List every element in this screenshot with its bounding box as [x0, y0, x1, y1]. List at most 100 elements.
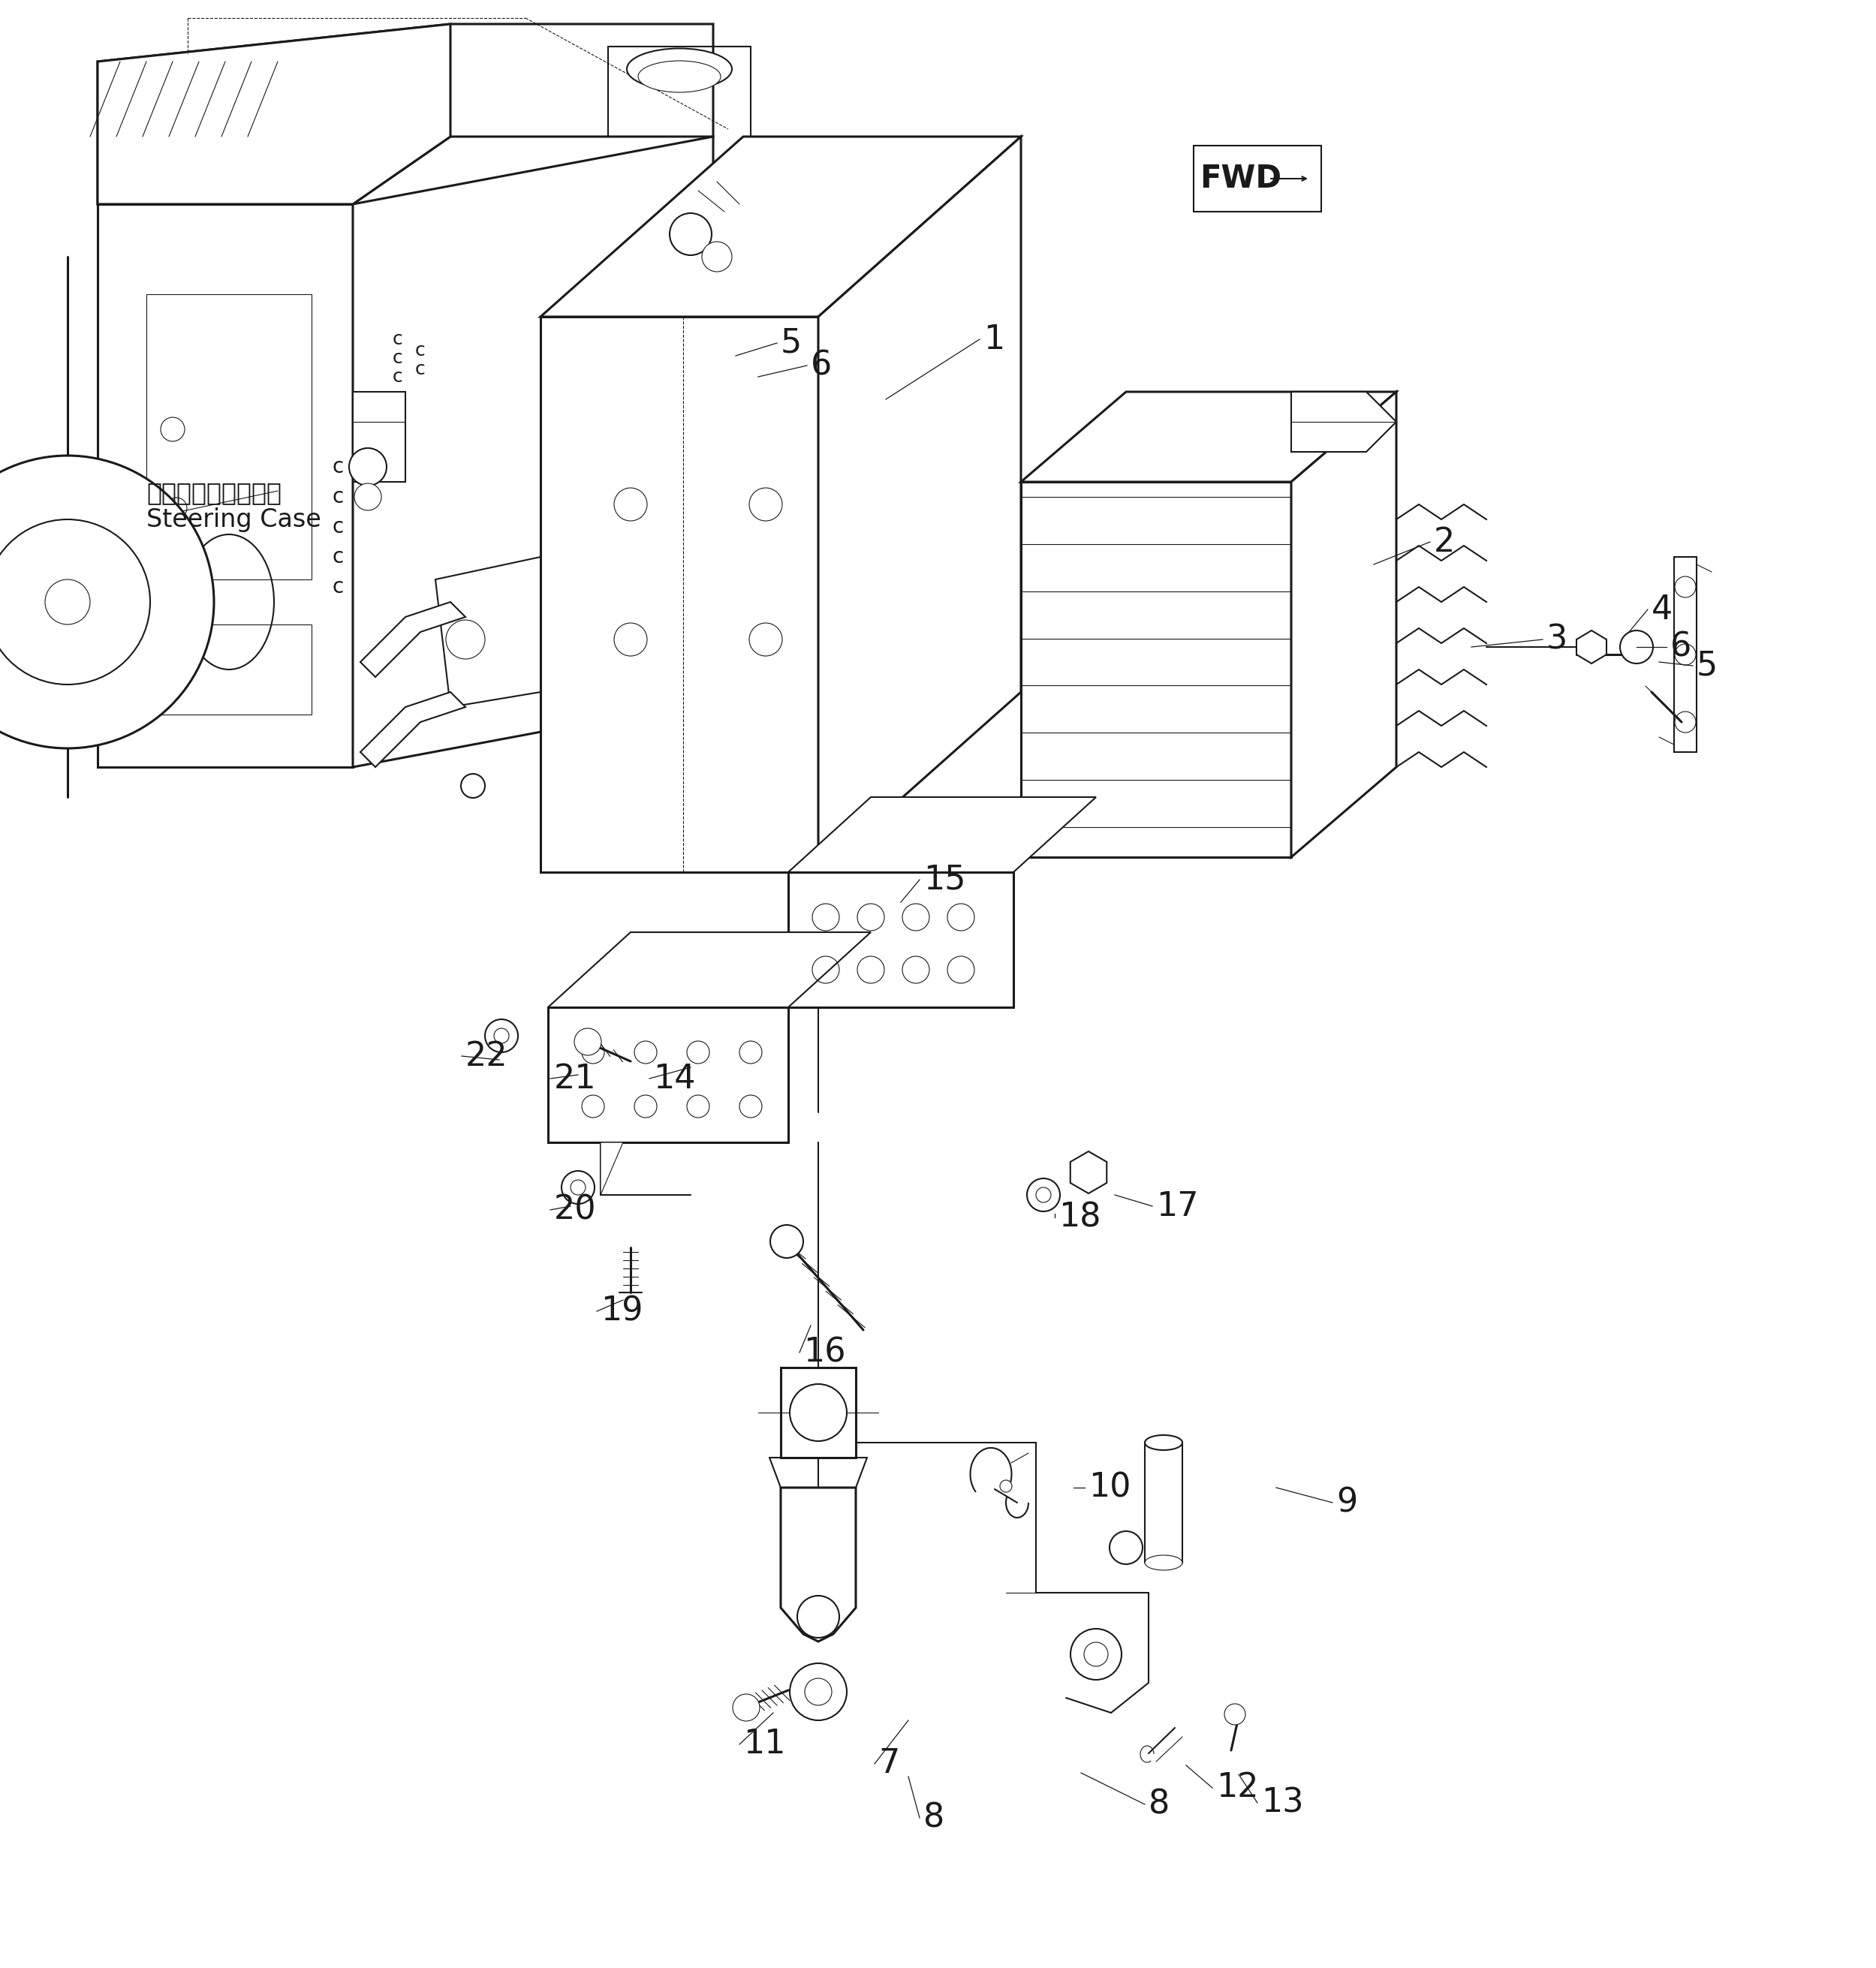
- Text: 7: 7: [878, 1748, 899, 1779]
- Polygon shape: [98, 205, 353, 768]
- Polygon shape: [548, 1008, 788, 1141]
- Circle shape: [771, 1224, 803, 1258]
- Circle shape: [1621, 630, 1653, 663]
- Circle shape: [0, 457, 214, 748]
- Circle shape: [446, 620, 486, 659]
- Text: 16: 16: [803, 1336, 846, 1368]
- Circle shape: [486, 1019, 518, 1053]
- Text: c: c: [415, 342, 426, 360]
- Text: 20: 20: [553, 1195, 597, 1226]
- Polygon shape: [1291, 392, 1396, 858]
- Text: 8: 8: [923, 1803, 946, 1834]
- Text: c: c: [392, 348, 403, 366]
- Text: 4: 4: [1651, 592, 1673, 626]
- Text: FWD: FWD: [1199, 163, 1281, 195]
- Circle shape: [734, 1694, 760, 1722]
- Circle shape: [45, 579, 90, 624]
- Text: c: c: [332, 547, 343, 567]
- Circle shape: [670, 213, 711, 256]
- Polygon shape: [788, 797, 1096, 872]
- Polygon shape: [1576, 630, 1606, 663]
- Text: 5: 5: [780, 327, 801, 358]
- Polygon shape: [780, 1488, 855, 1641]
- Polygon shape: [1021, 482, 1291, 858]
- Circle shape: [355, 484, 381, 510]
- Bar: [1193, 146, 1321, 213]
- Ellipse shape: [627, 49, 732, 91]
- Text: c: c: [332, 577, 343, 598]
- Circle shape: [1225, 1704, 1246, 1724]
- Text: 10: 10: [1088, 1472, 1131, 1504]
- Text: 1: 1: [983, 323, 1006, 356]
- Text: 11: 11: [743, 1728, 786, 1761]
- Circle shape: [797, 1596, 839, 1637]
- Polygon shape: [1071, 1151, 1107, 1193]
- Text: 17: 17: [1156, 1191, 1199, 1222]
- Text: c: c: [415, 360, 426, 378]
- Polygon shape: [64, 496, 79, 522]
- Circle shape: [461, 773, 486, 797]
- Text: c: c: [332, 516, 343, 537]
- Text: 12: 12: [1216, 1771, 1259, 1805]
- Bar: [146, 295, 311, 579]
- Circle shape: [1026, 1179, 1060, 1212]
- Polygon shape: [435, 557, 540, 707]
- Polygon shape: [353, 136, 713, 768]
- Text: 8: 8: [1148, 1789, 1171, 1820]
- Circle shape: [790, 1384, 846, 1441]
- Text: 21: 21: [553, 1063, 597, 1094]
- Circle shape: [1036, 1187, 1051, 1202]
- Polygon shape: [540, 317, 818, 872]
- Ellipse shape: [1144, 1555, 1182, 1570]
- Polygon shape: [1673, 557, 1696, 752]
- Text: 2: 2: [1433, 525, 1456, 559]
- Text: 3: 3: [1546, 624, 1568, 655]
- Text: 9: 9: [1336, 1486, 1358, 1519]
- Text: c: c: [392, 368, 403, 386]
- Text: c: c: [392, 331, 403, 348]
- Polygon shape: [98, 24, 713, 205]
- Circle shape: [702, 242, 732, 272]
- Polygon shape: [98, 24, 450, 205]
- Circle shape: [1084, 1641, 1109, 1667]
- Polygon shape: [360, 693, 465, 768]
- Text: c: c: [332, 457, 343, 478]
- Text: 22: 22: [465, 1039, 508, 1073]
- Polygon shape: [600, 1141, 623, 1195]
- Polygon shape: [360, 602, 465, 677]
- Polygon shape: [818, 136, 1021, 872]
- Text: 6: 6: [810, 350, 831, 382]
- Text: 5: 5: [1696, 649, 1718, 681]
- Polygon shape: [353, 392, 405, 482]
- Text: 15: 15: [923, 864, 966, 895]
- Text: 13: 13: [1261, 1787, 1304, 1818]
- Polygon shape: [1021, 392, 1396, 482]
- Circle shape: [561, 1171, 595, 1204]
- Circle shape: [1109, 1531, 1142, 1565]
- Circle shape: [0, 520, 150, 685]
- Circle shape: [1071, 1630, 1122, 1681]
- Polygon shape: [780, 1368, 855, 1458]
- Circle shape: [493, 1029, 508, 1043]
- Ellipse shape: [1144, 1435, 1182, 1450]
- Bar: [1144, 1443, 1182, 1563]
- Circle shape: [1000, 1480, 1011, 1492]
- Circle shape: [790, 1663, 846, 1720]
- Circle shape: [574, 1029, 602, 1055]
- Polygon shape: [548, 933, 870, 1008]
- Text: 19: 19: [600, 1295, 643, 1326]
- Text: ステアリングケース: ステアリングケース: [146, 480, 281, 506]
- Polygon shape: [788, 872, 1013, 1008]
- Circle shape: [805, 1679, 831, 1706]
- Circle shape: [349, 449, 386, 486]
- Polygon shape: [540, 136, 1021, 317]
- Text: Steering Case: Steering Case: [146, 508, 321, 531]
- Text: c: c: [332, 486, 343, 508]
- Bar: [146, 624, 311, 714]
- Ellipse shape: [638, 61, 720, 92]
- Circle shape: [570, 1181, 585, 1195]
- Text: 18: 18: [1058, 1200, 1101, 1234]
- Polygon shape: [1291, 392, 1396, 453]
- Text: 6: 6: [1670, 632, 1692, 663]
- Text: 14: 14: [653, 1063, 696, 1094]
